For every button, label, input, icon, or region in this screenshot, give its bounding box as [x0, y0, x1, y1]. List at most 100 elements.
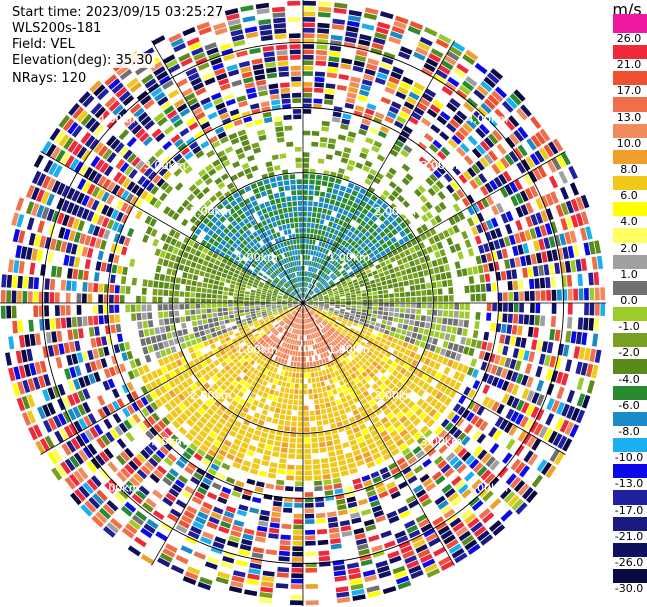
velocity-gate [304, 454, 312, 460]
velocity-gate [397, 352, 404, 359]
velocity-gate [195, 298, 201, 303]
velocity-gate [410, 314, 416, 320]
velocity-gate [78, 164, 89, 176]
velocity-gate [272, 395, 278, 402]
velocity-gate [298, 400, 303, 405]
velocity-gate [122, 149, 133, 160]
velocity-gate [100, 358, 108, 368]
velocity-gate [201, 360, 208, 368]
velocity-gate [237, 170, 245, 178]
velocity-gate [332, 325, 338, 330]
velocity-gate [295, 476, 303, 481]
velocity-gate [303, 373, 307, 378]
velocity-gate [319, 270, 323, 276]
velocity-gate [173, 168, 183, 177]
velocity-gate [121, 527, 135, 539]
velocity-gate [334, 150, 342, 157]
velocity-gate [276, 303, 282, 305]
velocity-gate [304, 308, 307, 313]
velocity-gate [281, 442, 289, 448]
velocity-gate [246, 578, 259, 586]
velocity-gate [461, 535, 475, 546]
velocity-gate [517, 244, 524, 255]
velocity-gate [342, 419, 350, 426]
velocity-gate [500, 157, 510, 169]
velocity-gate [429, 173, 438, 183]
velocity-gate [387, 316, 393, 322]
velocity-gate [375, 357, 382, 364]
velocity-gate [291, 292, 296, 296]
velocity-gate [533, 240, 540, 252]
velocity-gate [593, 318, 600, 332]
velocity-gate [172, 352, 180, 360]
velocity-gate [213, 97, 224, 106]
velocity-gate [298, 293, 301, 299]
velocity-gate [339, 185, 347, 192]
velocity-gate [305, 529, 316, 535]
velocity-gate [427, 187, 436, 197]
velocity-gate [220, 521, 232, 529]
velocity-gate [332, 377, 338, 383]
velocity-gate [371, 215, 378, 222]
velocity-gate [540, 195, 549, 208]
velocity-gate [271, 296, 277, 299]
velocity-gate [340, 294, 345, 297]
velocity-gate [470, 358, 478, 367]
velocity-gate [452, 521, 465, 533]
velocity-gate [484, 182, 494, 193]
velocity-gate [307, 367, 311, 373]
velocity-gate [270, 228, 276, 234]
velocity-gate [126, 350, 134, 360]
velocity-gate [293, 298, 299, 301]
velocity-gate [64, 477, 76, 490]
velocity-gate [411, 297, 416, 302]
velocity-gate [282, 303, 287, 305]
velocity-gate [310, 322, 314, 328]
velocity-gate [272, 310, 278, 313]
velocity-gate [266, 345, 272, 351]
velocity-gate [340, 269, 346, 274]
velocity-gate [316, 420, 323, 426]
velocity-gate [447, 76, 460, 88]
velocity-gate [425, 177, 434, 186]
velocity-gate [283, 317, 288, 322]
velocity-gate [324, 93, 334, 100]
velocity-gate [376, 172, 384, 180]
velocity-gate [207, 313, 213, 319]
velocity-gate [380, 338, 387, 344]
velocity-gate [395, 438, 405, 447]
velocity-gate [387, 215, 395, 223]
velocity-gate [476, 224, 484, 234]
velocity-gate [286, 281, 291, 287]
velocity-gates [0, 0, 606, 606]
velocity-gate [331, 317, 336, 322]
velocity-gate [306, 329, 308, 335]
velocity-gate [286, 269, 290, 275]
velocity-gate [342, 271, 348, 277]
velocity-gate [284, 336, 288, 342]
velocity-gate [361, 118, 371, 126]
velocity-gate [351, 588, 365, 596]
velocity-gate [413, 51, 426, 61]
velocity-gate [68, 473, 81, 487]
velocity-gate [190, 298, 195, 303]
velocity-gate [106, 117, 118, 130]
velocity-gate [226, 182, 235, 190]
velocity-gate [306, 233, 310, 239]
velocity-gate [231, 490, 242, 498]
velocity-gate [261, 267, 267, 273]
velocity-gate [359, 249, 365, 255]
velocity-gate [419, 277, 425, 284]
velocity-gate [327, 143, 336, 150]
velocity-gate [163, 289, 169, 296]
velocity-gate [496, 344, 504, 355]
velocity-gate [345, 307, 351, 310]
velocity-gate [203, 382, 211, 390]
velocity-gate [292, 291, 296, 296]
velocity-gate [436, 317, 443, 324]
velocity-gate [453, 459, 464, 470]
velocity-gate [434, 250, 441, 259]
velocity-gate [228, 311, 234, 315]
velocity-gate [435, 69, 448, 80]
velocity-gate [194, 491, 205, 500]
